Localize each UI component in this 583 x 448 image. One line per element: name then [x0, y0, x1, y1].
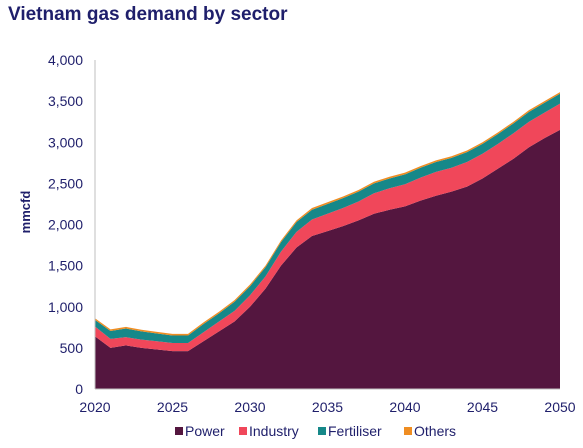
area-series-power	[95, 129, 560, 389]
y-axis-label: mmcfd	[18, 191, 33, 234]
x-tick-label: 2020	[79, 399, 110, 415]
x-tick-label: 2045	[467, 399, 498, 415]
legend-swatch-industry	[239, 427, 247, 435]
legend-label-others: Others	[414, 423, 456, 439]
legend-swatch-power	[175, 427, 183, 435]
legend-label-fertiliser: Fertiliser	[328, 423, 382, 439]
legend-swatch-others	[404, 427, 412, 435]
y-tick-label: 3,000	[48, 134, 83, 150]
x-tick-label: 2035	[312, 399, 343, 415]
x-tick-label: 2040	[389, 399, 420, 415]
x-tick-label: 2025	[157, 399, 188, 415]
y-tick-label: 1,000	[48, 299, 83, 315]
y-tick-label: 2,500	[48, 175, 83, 191]
x-tick-label: 2050	[544, 399, 575, 415]
y-tick-label: 2,000	[48, 217, 83, 233]
chart-title: Vietnam gas demand by sector	[8, 4, 288, 25]
y-tick-label: 1,500	[48, 258, 83, 274]
x-tick-label: 2030	[234, 399, 265, 415]
chart-areas	[95, 92, 560, 389]
y-tick-label: 3,500	[48, 93, 83, 109]
y-tick-label: 4,000	[48, 52, 83, 68]
legend-label-power: Power	[185, 423, 225, 439]
legend-swatch-fertiliser	[318, 427, 326, 435]
area-series-industry	[95, 103, 560, 352]
chart-legend: Power Industry Fertiliser Others	[175, 423, 456, 439]
legend-label-industry: Industry	[249, 423, 299, 439]
y-tick-label: 0	[75, 381, 83, 397]
y-tick-label: 500	[60, 340, 84, 356]
chart-axes: 0 500 1,000 1,500 2,000 2,500 3,000 3,500 4,000 2…	[48, 52, 576, 415]
